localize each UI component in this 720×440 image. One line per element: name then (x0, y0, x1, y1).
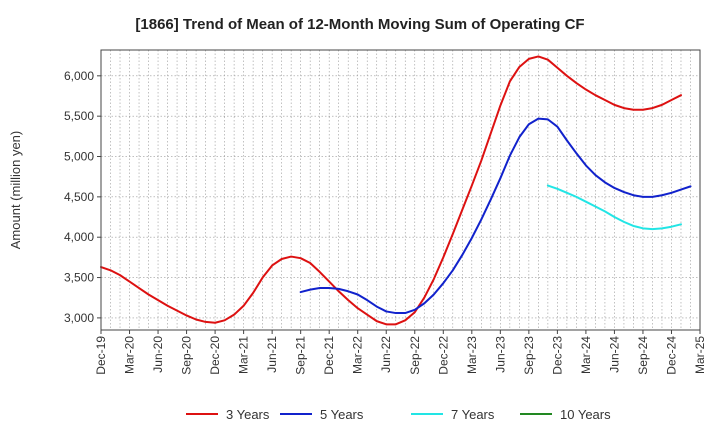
series-line-7-years (546, 184, 682, 231)
x-tick-label: Mar-21 (237, 336, 251, 374)
x-axis-ticks: Dec-19 Mar-20 Jun-20 Sep-20 Dec-20 Mar-21 Jun-… (94, 330, 707, 375)
x-tick-label: Sep-20 (180, 336, 194, 375)
legend-label-5-years: 5 Years (320, 407, 364, 422)
legend-label-3-years: 3 Years (226, 407, 270, 422)
x-tick-label: Dec-22 (436, 336, 450, 375)
plot-frame (100, 49, 701, 331)
grid-lines (101, 50, 700, 330)
x-tick-label: Sep-21 (294, 336, 308, 375)
y-axis-ticks: 3,000 3,500 4,000 4,500 5,000 5,500 6,000 (64, 69, 101, 325)
x-tick-label: Mar-20 (123, 336, 137, 374)
y-tick-label: 5,000 (64, 150, 94, 164)
x-tick-label: Sep-24 (636, 336, 650, 375)
x-tick-label: Dec-19 (94, 336, 108, 375)
y-tick-label: 4,500 (64, 190, 94, 204)
x-tick-label: Jun-22 (379, 336, 393, 373)
y-tick-label: 3,500 (64, 271, 94, 285)
plot-area (101, 50, 700, 330)
y-tick-label: 5,500 (64, 109, 94, 123)
series-line-5-years (299, 117, 692, 315)
x-tick-label: Dec-20 (208, 336, 222, 375)
x-tick-label: Dec-21 (322, 336, 336, 375)
legend: 3 Years 5 Years 7 Years 10 Years (186, 407, 611, 422)
x-tick-label: Mar-24 (579, 336, 593, 374)
x-tick-label: Sep-22 (408, 336, 422, 375)
y-axis-label: Amount (million yen) (8, 131, 23, 250)
x-tick-label: Dec-24 (664, 336, 678, 375)
series-line-3-years (100, 55, 682, 326)
x-tick-label: Jun-21 (265, 336, 279, 373)
x-tick-label: Mar-22 (351, 336, 365, 374)
x-tick-label: Jun-24 (607, 336, 621, 373)
x-tick-label: Jun-23 (493, 336, 507, 373)
series-layer (100, 55, 692, 326)
legend-label-10-years: 10 Years (560, 407, 611, 422)
x-tick-label: Dec-23 (550, 336, 564, 375)
y-tick-label: 4,000 (64, 230, 94, 244)
x-tick-label: Mar-25 (693, 336, 707, 374)
chart-title: [1866] Trend of Mean of 12-Month Moving … (135, 16, 584, 33)
x-tick-label: Jun-20 (151, 336, 165, 373)
y-tick-label: 3,000 (64, 311, 94, 325)
y-tick-label: 6,000 (64, 69, 94, 83)
x-tick-label: Sep-23 (522, 336, 536, 375)
x-tick-label: Mar-23 (465, 336, 479, 374)
legend-label-7-years: 7 Years (451, 407, 495, 422)
